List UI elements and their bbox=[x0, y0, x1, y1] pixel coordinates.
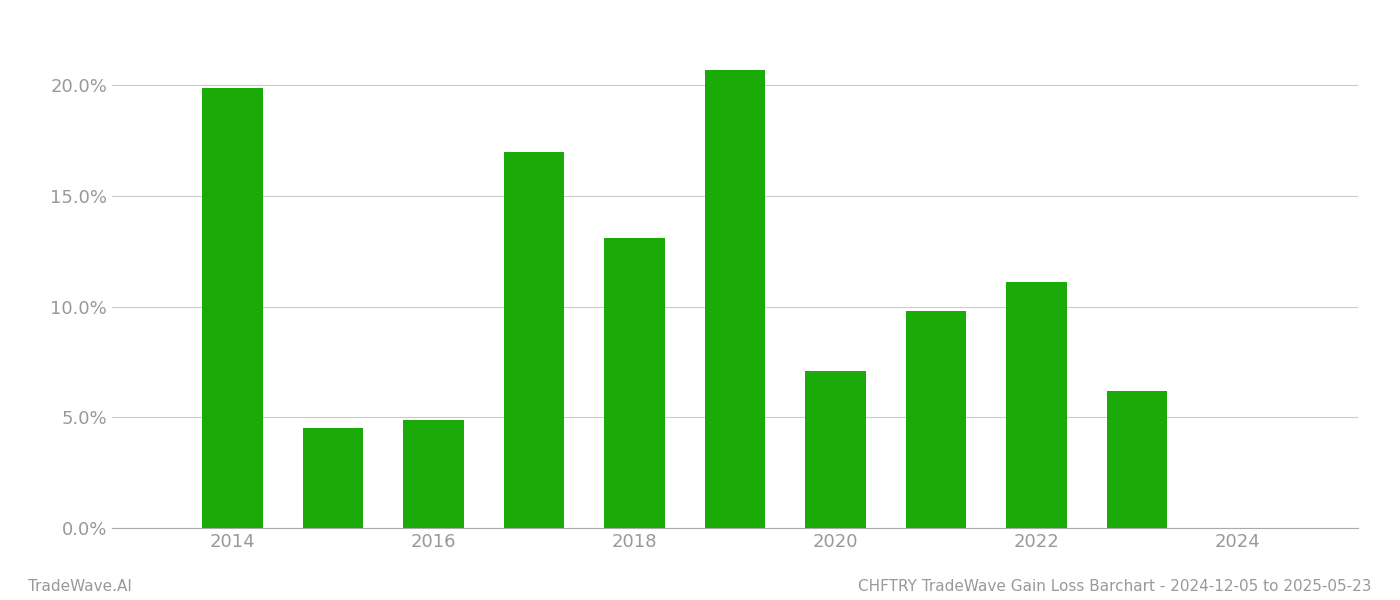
Bar bbox=[805, 371, 865, 528]
Text: TradeWave.AI: TradeWave.AI bbox=[28, 579, 132, 594]
Bar bbox=[504, 152, 564, 528]
Bar bbox=[906, 311, 966, 528]
Bar bbox=[302, 428, 363, 528]
Text: CHFTRY TradeWave Gain Loss Barchart - 2024-12-05 to 2025-05-23: CHFTRY TradeWave Gain Loss Barchart - 20… bbox=[858, 579, 1372, 594]
Bar bbox=[1107, 391, 1168, 528]
Bar bbox=[605, 238, 665, 528]
Bar bbox=[704, 70, 766, 528]
Bar bbox=[203, 88, 263, 528]
Bar bbox=[403, 419, 463, 528]
Bar bbox=[1007, 283, 1067, 528]
